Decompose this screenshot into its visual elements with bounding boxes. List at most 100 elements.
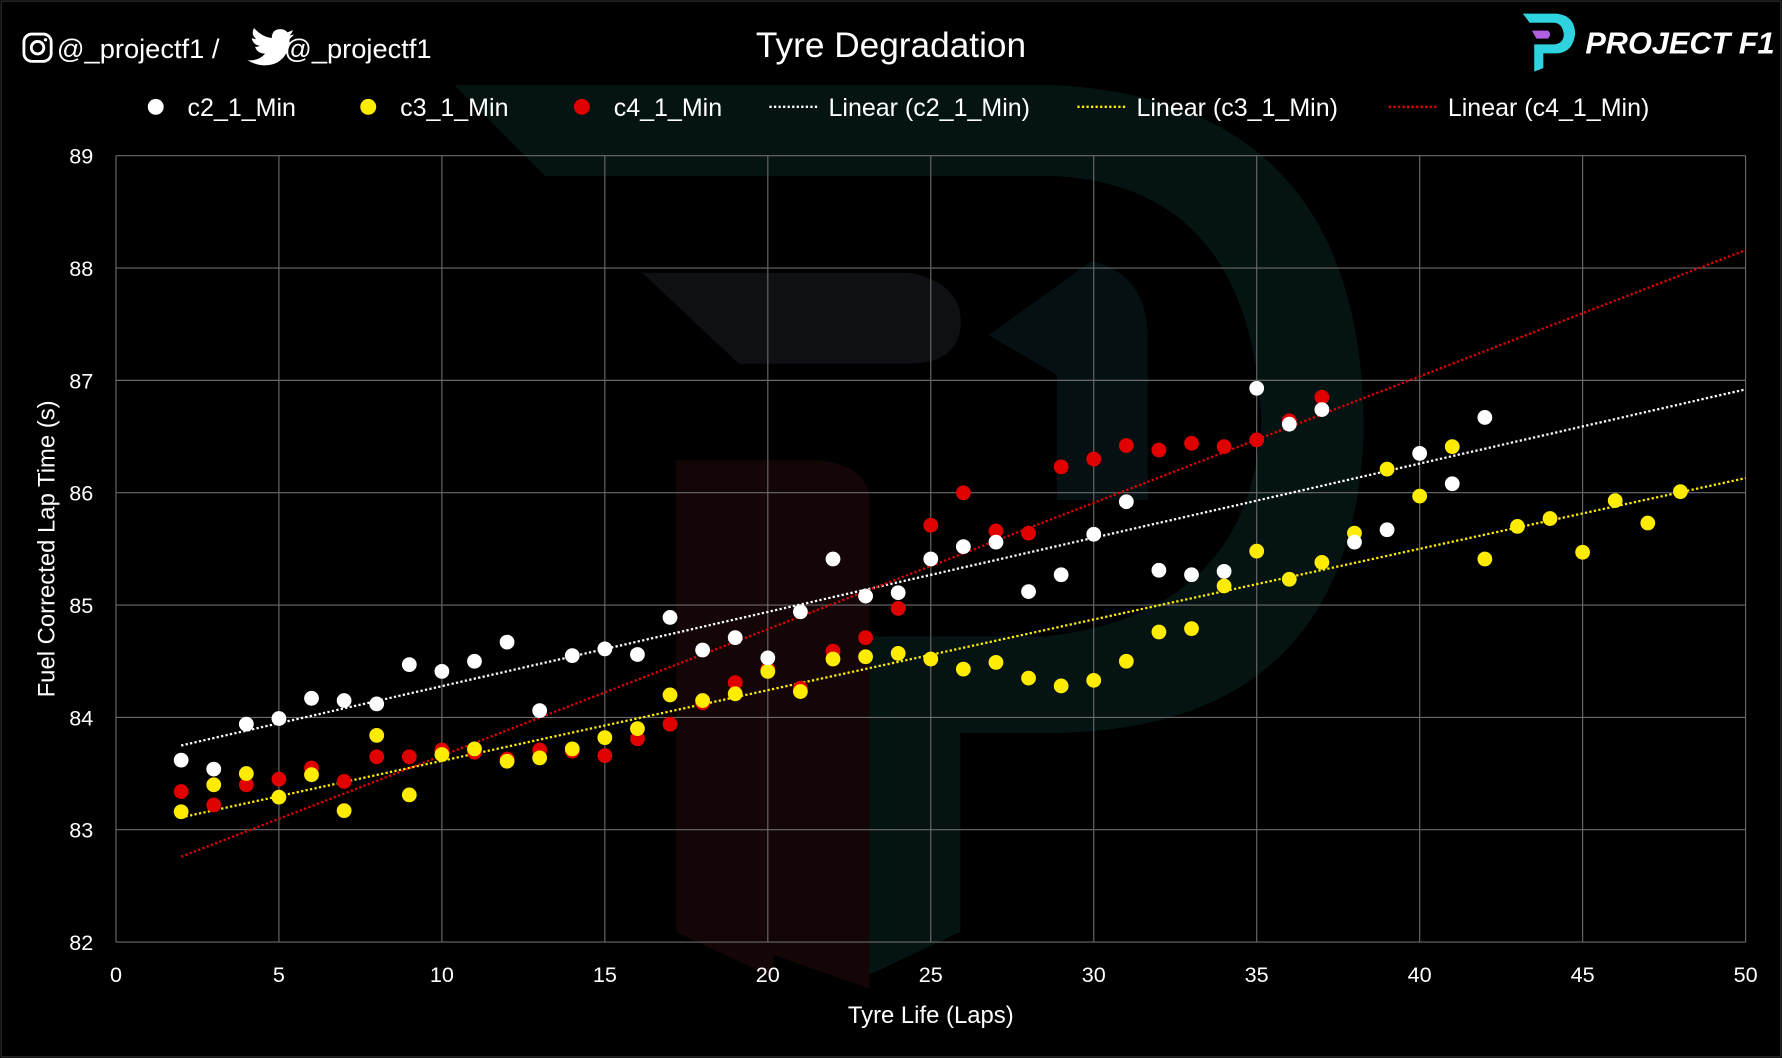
data-point-c2_1_Min (858, 588, 873, 604)
y-tick-label: 83 (69, 818, 93, 843)
trendline (180, 477, 1746, 819)
y-tick-label: 87 (69, 368, 93, 393)
legend-marker (360, 98, 377, 115)
y-tick-label: 88 (69, 256, 93, 281)
data-point-c2_1_Min (1086, 526, 1102, 542)
data-point-c3_1_Min (238, 766, 254, 781)
trendlines (180, 248, 1746, 858)
y-axis-label: Fuel Corrected Lap Time (s) (34, 400, 61, 697)
x-tick-label: 15 (593, 962, 617, 987)
data-point-c2_1_Min (173, 752, 189, 768)
data-point-c4_1_Min (1314, 389, 1330, 405)
data-point-c2_1_Min (727, 630, 743, 646)
data-point-c2_1_Min (1412, 446, 1428, 461)
x-tick-label: 5 (273, 962, 285, 987)
data-point-c3_1_Min (271, 789, 287, 805)
data-point-c2_1_Min (401, 657, 417, 672)
data-point-c2_1_Min (793, 604, 808, 620)
data-point-c3_1_Min (1607, 493, 1623, 508)
x-tick-label: 20 (756, 962, 780, 987)
data-point-c2_1_Min (1347, 534, 1362, 550)
data-point-c2_1_Min (499, 634, 515, 650)
data-point-c4_1_Min (858, 630, 873, 646)
watermark-logo (454, 85, 1364, 989)
data-point-c2_1_Min (1216, 563, 1232, 579)
data-point-c4_1_Min (1021, 525, 1036, 541)
data-point-c2_1_Min (1151, 562, 1167, 578)
data-point-c2_1_Min (890, 585, 906, 601)
data-point-c3_1_Min (858, 649, 873, 665)
data-point-c3_1_Min (1542, 511, 1558, 526)
data-point-c3_1_Min (336, 803, 352, 819)
data-point-c2_1_Min (630, 647, 645, 662)
instagram-handle: @_projectf1 / (57, 33, 220, 64)
x-tick-label: 0 (110, 962, 122, 987)
data-point-c3_1_Min (304, 767, 319, 783)
data-point-c4_1_Min (662, 716, 678, 732)
data-point-c4_1_Min (988, 523, 1004, 539)
data-point-c4_1_Min (1086, 451, 1102, 467)
data-point-c4_1_Min (206, 797, 222, 813)
data-point-c2_1_Min (304, 690, 319, 706)
data-point-c4_1_Min (1184, 435, 1199, 451)
y-tick-label: 85 (69, 593, 93, 618)
data-point-c3_1_Min (564, 741, 580, 757)
data-point-c4_1_Min (890, 601, 906, 616)
data-point-c2_1_Min (760, 650, 776, 666)
data-point-c3_1_Min (206, 777, 222, 793)
y-tick-label: 89 (69, 144, 93, 169)
data-point-c3_1_Min (467, 741, 482, 757)
data-point-c4_1_Min (336, 774, 352, 789)
legend-label: Linear (c4_1_Min) (1448, 94, 1649, 122)
trendline (180, 388, 1746, 747)
data-point-c3_1_Min (1151, 624, 1167, 640)
legend-marker (147, 98, 164, 115)
x-axis-label: Tyre Life (Laps) (848, 1002, 1014, 1029)
data-point-c2_1_Min (238, 716, 254, 732)
data-point-c2_1_Min (923, 551, 939, 567)
data-point-c3_1_Min (890, 645, 906, 661)
data-point-c3_1_Min (1086, 672, 1102, 688)
data-point-c3_1_Min (1477, 551, 1493, 567)
data-point-c3_1_Min (662, 687, 678, 703)
x-tick-label: 35 (1245, 962, 1269, 987)
data-point-c2_1_Min (1021, 584, 1036, 599)
data-point-c2_1_Min (206, 761, 222, 777)
data-point-c3_1_Min (1575, 544, 1591, 560)
data-point-c2_1_Min (434, 663, 450, 679)
data-point-c4_1_Min (1053, 459, 1069, 475)
data-point-c3_1_Min (1249, 543, 1265, 559)
data-point-c3_1_Min (988, 654, 1004, 670)
data-point-c3_1_Min (1281, 571, 1297, 587)
data-point-c4_1_Min (173, 784, 189, 799)
data-point-c3_1_Min (1673, 484, 1688, 499)
data-point-c2_1_Min (1249, 380, 1265, 396)
data-point-c4_1_Min (597, 748, 613, 763)
legend-label: c4_1_Min (614, 94, 722, 122)
data-point-c3_1_Min (1053, 678, 1069, 694)
legend-marker (573, 98, 590, 115)
data-point-c4_1_Min (923, 517, 939, 533)
legend-label: Linear (c3_1_Min) (1136, 94, 1338, 122)
data-point-c2_1_Min (597, 641, 613, 657)
x-tick-label: 25 (919, 962, 943, 987)
data-point-c2_1_Min (1379, 522, 1395, 538)
data-point-c3_1_Min (825, 651, 841, 667)
x-tick-label: 45 (1571, 962, 1595, 987)
data-point-c3_1_Min (401, 787, 417, 803)
data-point-c2_1_Min (1444, 476, 1460, 492)
data-point-c2_1_Min (1053, 567, 1069, 583)
data-point-c3_1_Min (1216, 578, 1232, 594)
data-point-c2_1_Min (369, 696, 385, 712)
data-point-c3_1_Min (695, 693, 711, 708)
data-point-c3_1_Min (1640, 515, 1656, 531)
data-point-c2_1_Min (695, 642, 711, 658)
data-point-c4_1_Min (369, 749, 385, 765)
data-point-c2_1_Min (662, 610, 678, 625)
data-point-c3_1_Min (1184, 621, 1199, 637)
axis-ticks: 0 5 10 15 20 25 30 35 40 45 50 82 83 84 85 86 87 88 89 (69, 144, 1757, 987)
data-point-c2_1_Min (564, 648, 580, 663)
data-point-c2_1_Min (1281, 416, 1297, 432)
